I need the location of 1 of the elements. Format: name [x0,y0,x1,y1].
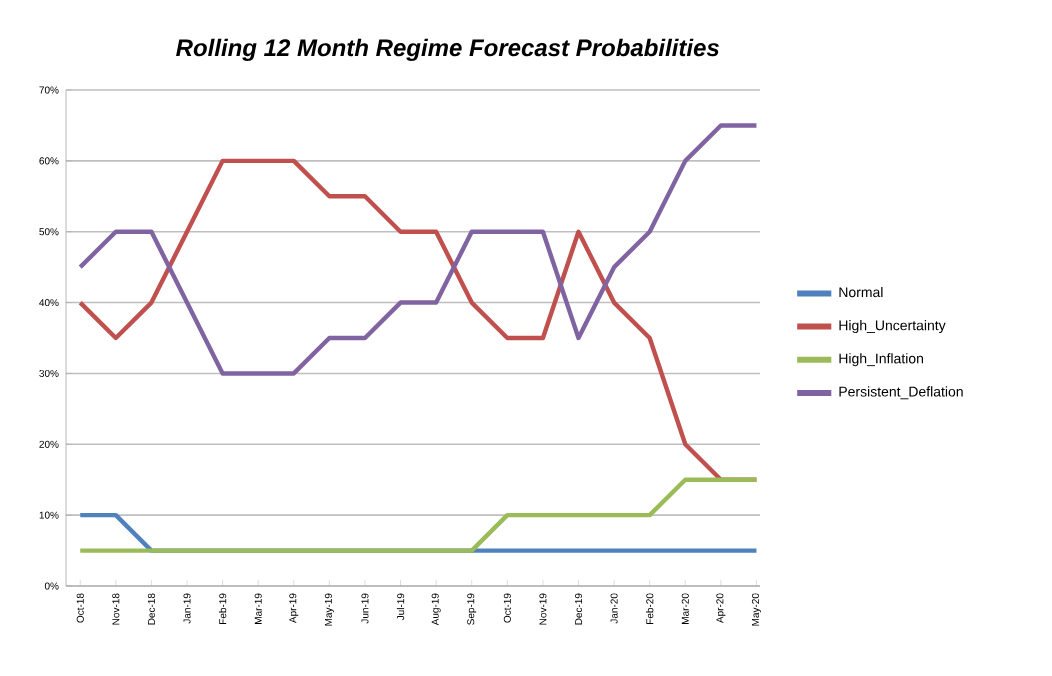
chart-title: Rolling 12 Month Regime Forecast Probabilities [176,38,719,62]
